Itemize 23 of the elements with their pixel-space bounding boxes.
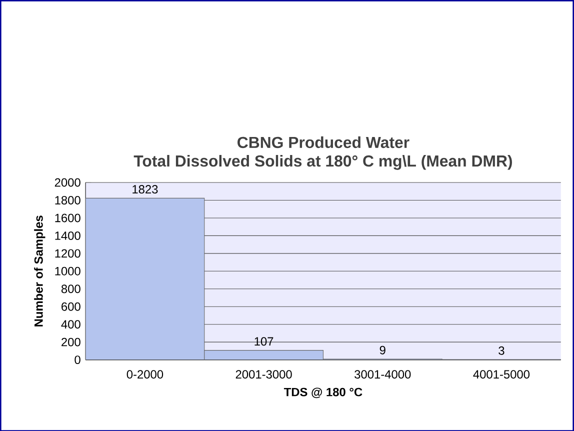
y-tick-label: 400 [61,320,80,328]
x-tick-label: 2001-3000 [236,370,292,378]
data-label: 9 [380,346,386,354]
y-tick-label: 1800 [55,196,80,204]
y-tick-label: 1400 [55,231,80,240]
data-label: 107 [254,336,274,346]
x-tick-label: 0-2000 [126,370,164,378]
y-tick-label: 600 [62,302,80,311]
y-tick-label: 200 [62,338,80,346]
x-tick-label: 3001-4000 [354,370,411,378]
chart-subtitle: Total Dissolved Solids at 180° C mg\L (Mean DMR) [134,154,512,170]
data-label: 3 [498,346,504,355]
chart-title: CBNG Produced Water [238,136,410,148]
data-label: 1823 [132,184,158,194]
y-tick-label: 1200 [55,249,80,258]
x-axis-title: TDS @ 180 °C [284,388,362,398]
y-tick-label: 0 [74,355,80,364]
y-tick-label: 2000 [54,178,80,187]
y-tick-label: 1600 [55,214,80,222]
y-tick-label: 1000 [55,266,80,276]
y-tick-label: 800 [61,284,80,293]
y-axis-title: Number of Samples [34,215,46,326]
x-tick-label: 4001-5000 [473,370,530,378]
